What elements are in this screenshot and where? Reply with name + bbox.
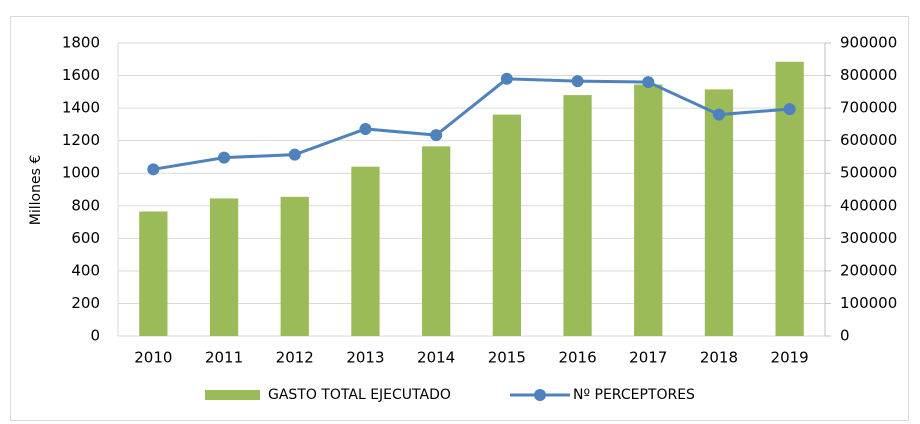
y2-tick-label: 200000 — [840, 261, 897, 279]
y-tick-label: 0 — [90, 327, 100, 345]
y-tick-label: 200 — [71, 294, 100, 312]
x-tick-label: 2013 — [346, 349, 384, 367]
bar — [775, 61, 804, 336]
y2-tick-label: 400000 — [840, 196, 897, 214]
y-tick-label: 1000 — [62, 164, 100, 182]
x-tick-label: 2015 — [488, 349, 526, 367]
legend-swatch — [205, 390, 260, 400]
y2-tick-label: 900000 — [840, 34, 897, 52]
x-tick-label: 2018 — [700, 349, 738, 367]
marker — [712, 108, 725, 121]
y2-tick-label: 300000 — [840, 229, 897, 247]
bar — [492, 114, 521, 336]
y2-tick-label: 100000 — [840, 294, 897, 312]
bar — [704, 89, 734, 337]
legend-label: GASTO TOTAL EJECUTADO — [268, 387, 451, 403]
marker — [218, 151, 231, 164]
x-tick-label: 2011 — [205, 349, 243, 367]
bar — [280, 196, 309, 336]
y-tick-label: 1800 — [62, 34, 100, 52]
bar — [209, 198, 239, 336]
marker — [783, 103, 796, 116]
legend-marker — [534, 389, 546, 401]
bar — [422, 146, 451, 336]
y-tick-label: 600 — [71, 229, 100, 247]
x-tick-label: 2019 — [771, 349, 809, 367]
marker — [288, 148, 301, 161]
marker — [500, 72, 513, 85]
x-tick-label: 2012 — [276, 349, 314, 367]
bar — [139, 211, 168, 336]
x-tick-label: 2017 — [629, 349, 667, 367]
y-tick-label: 1600 — [62, 66, 100, 84]
x-tick-label: 2016 — [558, 349, 596, 367]
y2-tick-label: 600000 — [840, 131, 897, 149]
line — [153, 77, 790, 171]
x-tick-label: 2010 — [134, 349, 172, 367]
y-tick-label: 400 — [71, 261, 100, 279]
marker — [147, 163, 160, 176]
marker — [642, 76, 655, 89]
bar — [634, 84, 663, 336]
y-tick-label: 1400 — [62, 99, 100, 117]
x-tick-label: 2014 — [417, 349, 455, 367]
y-tick-label: 1200 — [62, 131, 100, 149]
marker — [430, 129, 443, 142]
y2-tick-label: 800000 — [840, 66, 897, 84]
marker — [359, 122, 372, 135]
bar — [351, 166, 380, 336]
y2-tick-label: 700000 — [840, 99, 897, 117]
y-tick-label: 800 — [71, 196, 100, 214]
legend-label: Nº PERCEPTORES — [573, 387, 695, 403]
y-axis-title: Millones € — [28, 155, 44, 225]
y2-tick-label: 0 — [840, 327, 850, 345]
marker — [571, 75, 584, 88]
bar — [563, 95, 592, 336]
y2-tick-label: 500000 — [840, 164, 897, 182]
